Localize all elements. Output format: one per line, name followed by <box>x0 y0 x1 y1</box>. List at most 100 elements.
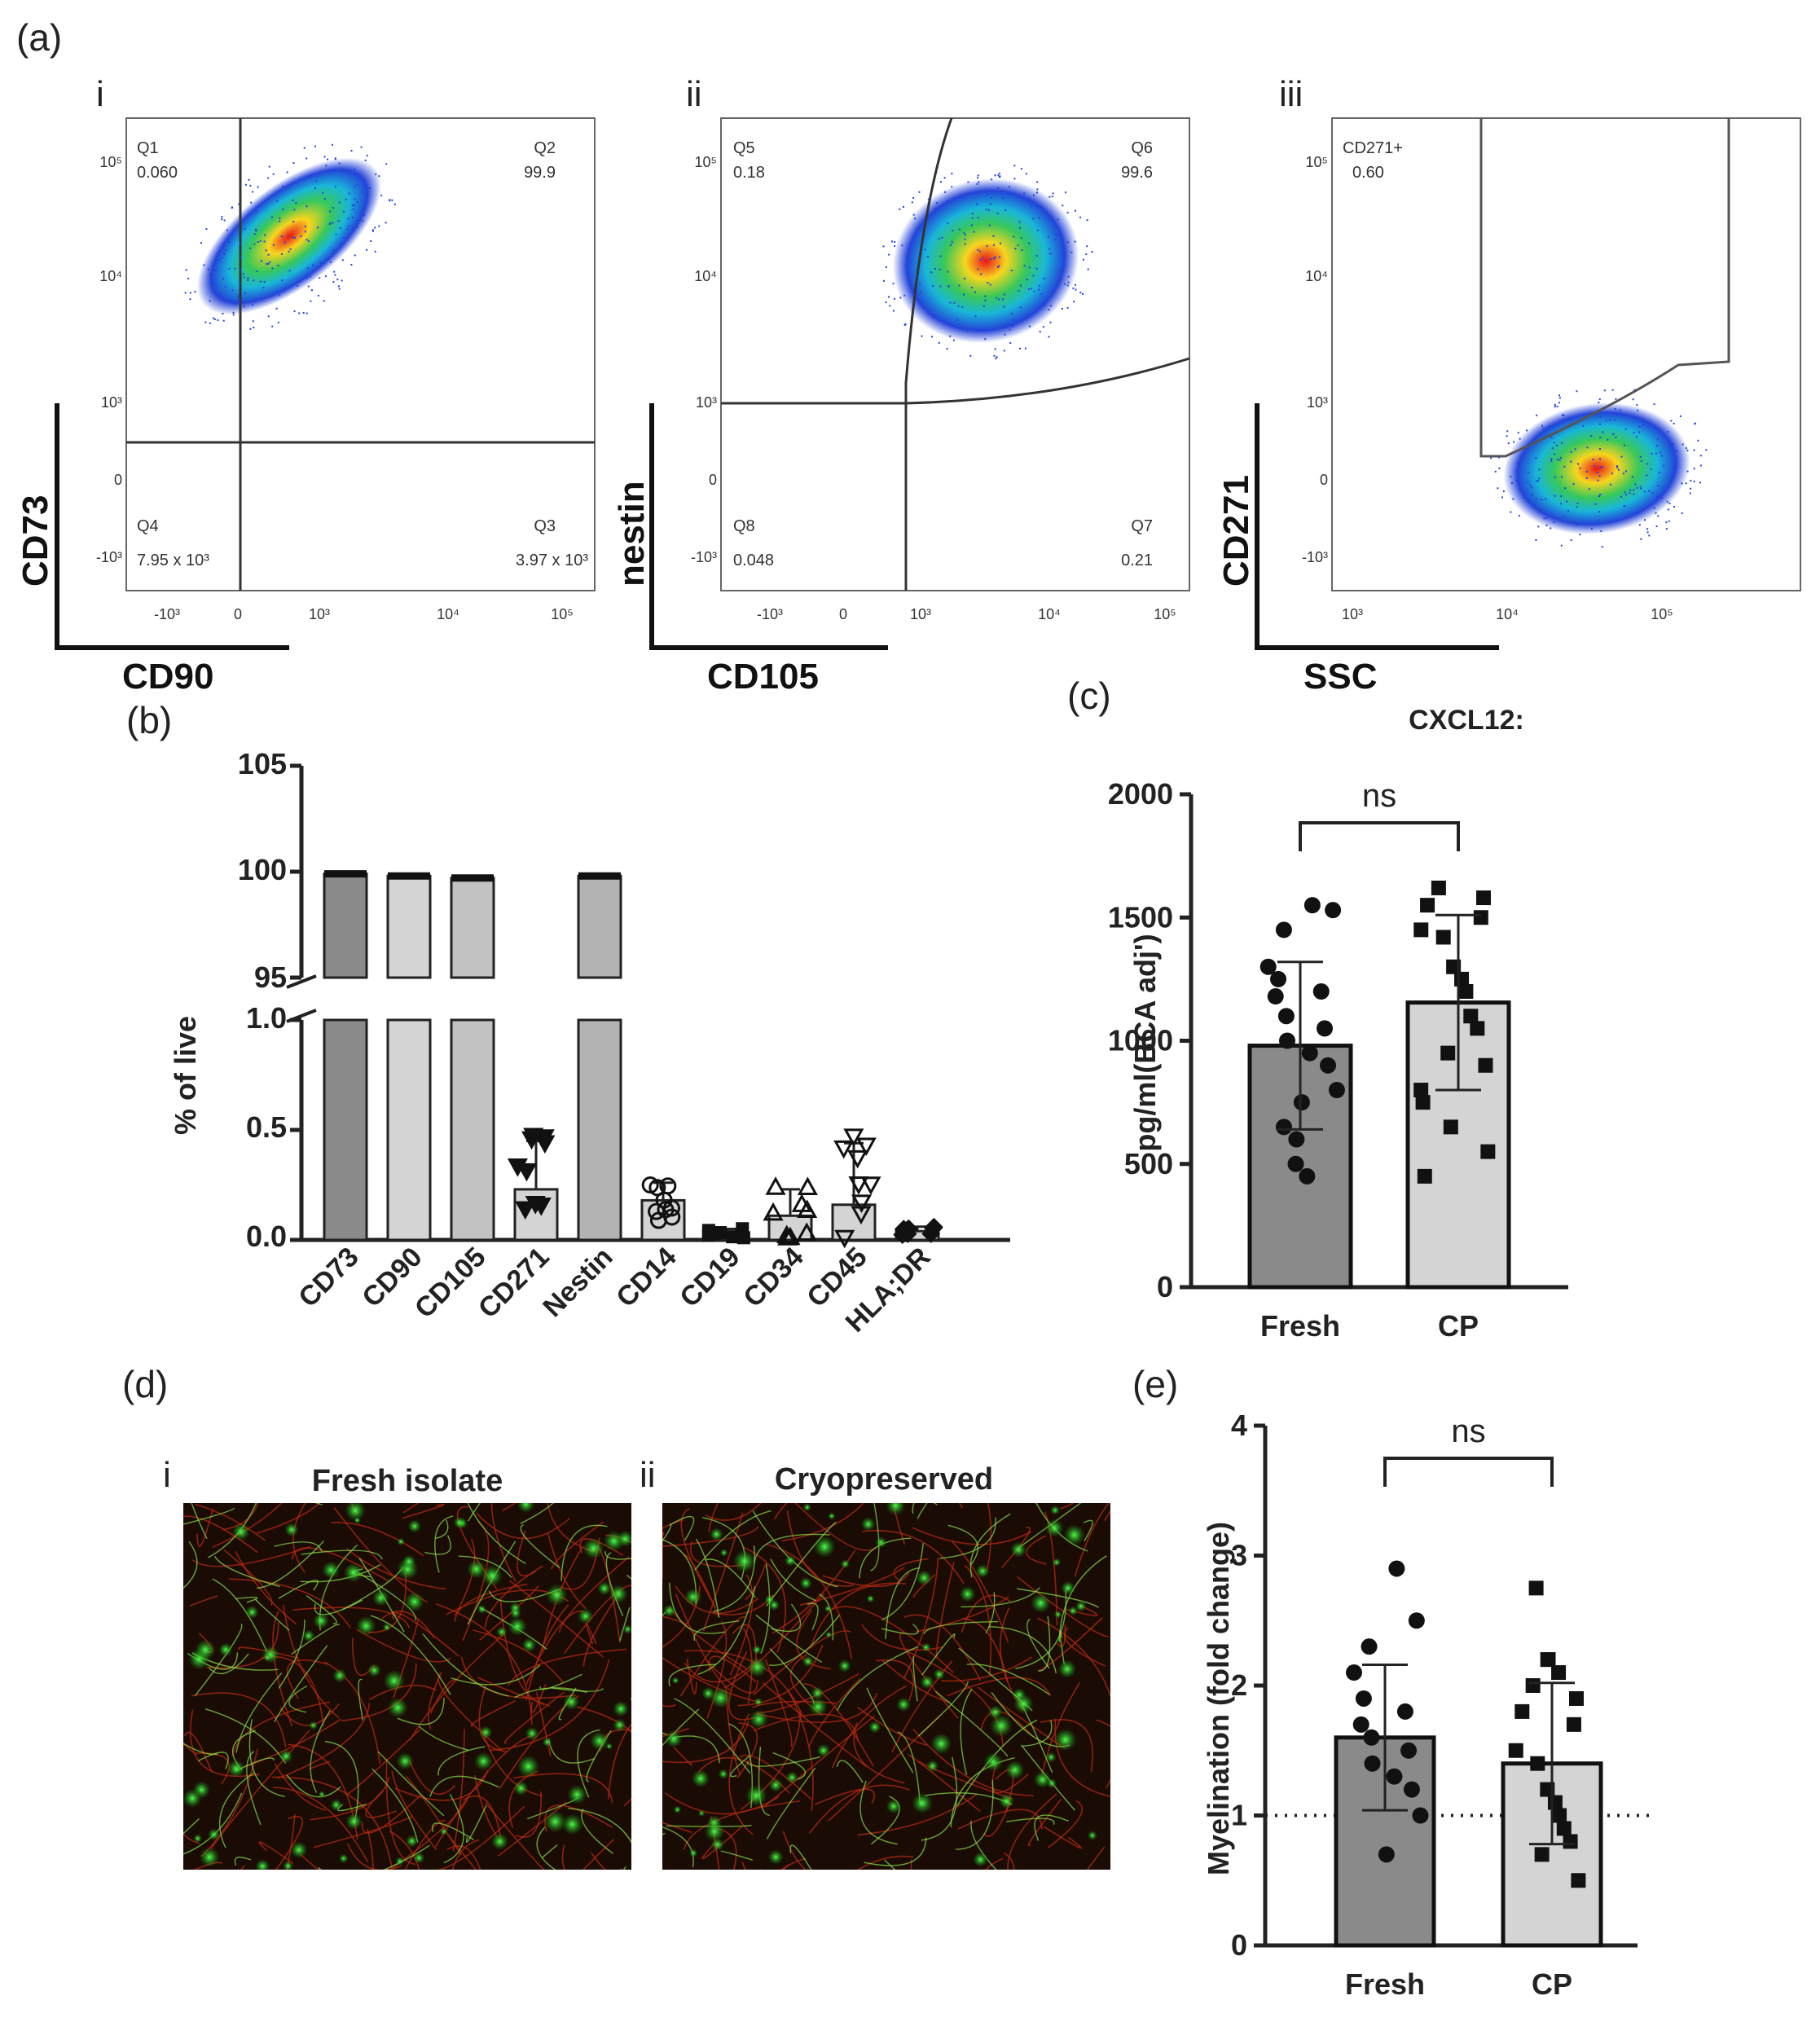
event-dot <box>1679 415 1682 417</box>
axon-fiber <box>485 1802 545 1870</box>
axon-fiber <box>781 1503 864 1542</box>
event-dot <box>999 256 1000 258</box>
cell-body <box>866 1594 875 1603</box>
event-dot <box>971 217 974 219</box>
myelin-fiber <box>985 1592 996 1633</box>
event-dot <box>234 303 236 305</box>
event-dot <box>1018 290 1020 292</box>
event-dot <box>969 354 972 357</box>
data-point <box>1528 1580 1544 1596</box>
cell-body <box>208 1828 221 1841</box>
data-point <box>855 1137 877 1157</box>
axon-fiber <box>193 1862 223 1870</box>
axon-fiber <box>664 1792 780 1815</box>
cell-body <box>345 1503 366 1521</box>
axon-fiber <box>558 1556 630 1633</box>
chart-c-plot: 0 500 1000 1500 2000 Fresh CP ns <box>1108 777 1568 1343</box>
event-dot <box>307 240 310 242</box>
svg-text:10⁴: 10⁴ <box>694 268 717 284</box>
quadrant-value: 0.048 <box>733 552 774 569</box>
event-dot <box>951 173 953 175</box>
cell-body <box>811 1686 824 1700</box>
axon-fiber <box>1043 1826 1082 1849</box>
y-tick: 3 <box>1231 1539 1247 1572</box>
event-dot <box>947 270 949 273</box>
cell-body <box>322 1561 341 1580</box>
data-point <box>1440 1045 1456 1061</box>
event-dot <box>1536 480 1538 482</box>
event-dot <box>310 300 312 302</box>
event-dot <box>952 339 955 341</box>
myelin-fiber <box>720 1850 753 1861</box>
event-dot <box>943 177 946 179</box>
event-dot <box>1623 473 1624 475</box>
gate-value: 0.60 <box>1352 164 1384 182</box>
quadrant-value: 0.060 <box>137 164 178 182</box>
event-dot <box>335 233 337 235</box>
event-dot <box>1699 481 1701 484</box>
event-dot <box>1603 389 1606 392</box>
panel-label-d: (d) <box>122 1363 168 1405</box>
myelin-fiber <box>695 1538 720 1618</box>
event-dot <box>1651 452 1653 455</box>
event-dot <box>1640 487 1642 490</box>
event-dot <box>292 199 294 201</box>
event-dot <box>1538 477 1541 480</box>
event-dot <box>184 292 187 294</box>
event-dot <box>1526 429 1528 432</box>
event-dot <box>1612 433 1615 435</box>
event-dot <box>967 181 969 183</box>
cell-body <box>1063 1524 1085 1546</box>
data-point <box>1301 1044 1318 1062</box>
data-point <box>1293 1094 1310 1111</box>
event-dot <box>1639 455 1642 458</box>
axon-fiber <box>780 1857 807 1870</box>
cell-body <box>1010 1541 1026 1558</box>
event-dot <box>1558 402 1560 404</box>
event-dot <box>984 338 987 341</box>
scatter-dots <box>1490 389 1708 548</box>
bar <box>386 874 432 979</box>
cell-body <box>1061 1580 1075 1595</box>
event-dot <box>1590 528 1593 530</box>
myelin-fiber <box>443 1794 464 1864</box>
event-dot <box>1033 290 1035 292</box>
event-dot <box>288 250 290 253</box>
myelin-fiber <box>917 1503 928 1519</box>
event-dot <box>971 224 973 226</box>
event-dot <box>1563 414 1565 416</box>
axon-fiber <box>191 1545 311 1567</box>
event-dot <box>1506 435 1508 437</box>
y-tick: 4 <box>1231 1409 1247 1442</box>
event-dot <box>977 174 979 177</box>
event-dot <box>1670 443 1673 446</box>
myelin-fiber <box>859 1537 912 1579</box>
data-point <box>848 1176 869 1195</box>
event-dot <box>1018 221 1021 223</box>
y-tick: 0 <box>1157 1270 1173 1303</box>
myelin-fiber <box>370 1615 451 1695</box>
y-ticks: 10⁵ 10⁴ 10³ 0 -10³ <box>1302 154 1328 565</box>
event-dot <box>214 283 217 285</box>
event-dot <box>989 284 991 286</box>
event-dot <box>260 260 262 262</box>
axon-fiber <box>856 1855 914 1870</box>
event-dot <box>1512 498 1514 500</box>
data-point <box>797 1199 818 1218</box>
event-dot <box>1518 514 1520 516</box>
event-dot <box>894 297 895 300</box>
event-dot <box>1658 472 1660 474</box>
event-dot <box>366 155 368 157</box>
event-dot <box>1003 349 1005 352</box>
quadrant-value: 0.18 <box>733 164 765 182</box>
event-dot <box>272 244 275 246</box>
cell-body <box>689 1848 698 1857</box>
event-dot <box>1699 464 1702 467</box>
cell-body <box>959 1585 976 1602</box>
event-dot <box>1065 191 1066 194</box>
event-dot <box>306 277 308 279</box>
event-dot <box>1693 481 1695 483</box>
event-dot <box>1003 305 1005 308</box>
